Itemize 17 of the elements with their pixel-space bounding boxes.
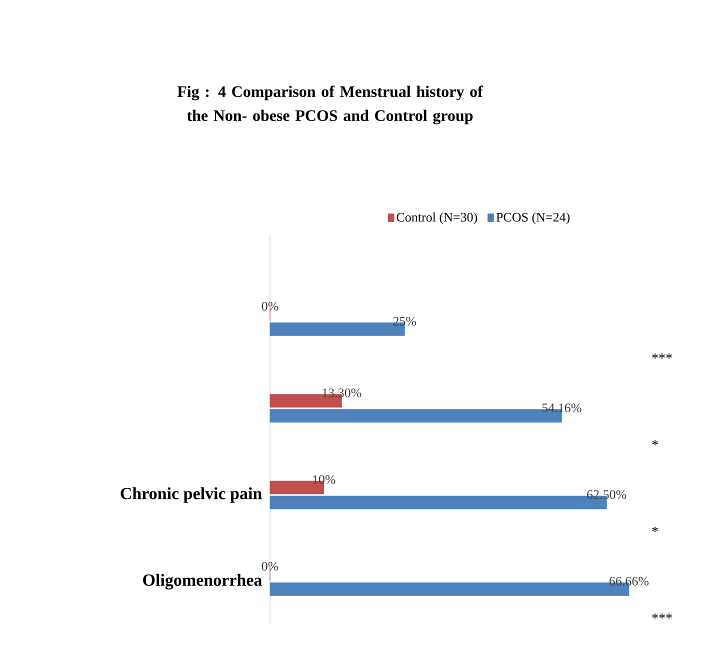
data-label: 25% [393,316,416,326]
text: *** [652,613,672,619]
text: * [652,526,658,532]
data-label: 0% [262,562,278,571]
data-label: 62.50% [587,490,626,499]
data-label: 66.66% [610,576,649,586]
data-label: 13.30% [322,388,362,398]
text: *** [652,353,672,359]
data-label: 54.16% [542,403,582,412]
legend-label: PCOS (N=24) [496,212,570,224]
chart-title: Fig : 4 Comparison of Menstrual history of the Non- obese PCOS and Control group [177,86,484,124]
y-tick-label: Chronic pelvic pain [120,487,262,503]
data-label: 10% [313,475,336,484]
data-label: 0% [262,302,278,311]
legend-label: Control (N=30) [396,212,478,224]
y-tick-label: Oligomenorrhea [143,574,262,590]
text: * [652,440,658,446]
